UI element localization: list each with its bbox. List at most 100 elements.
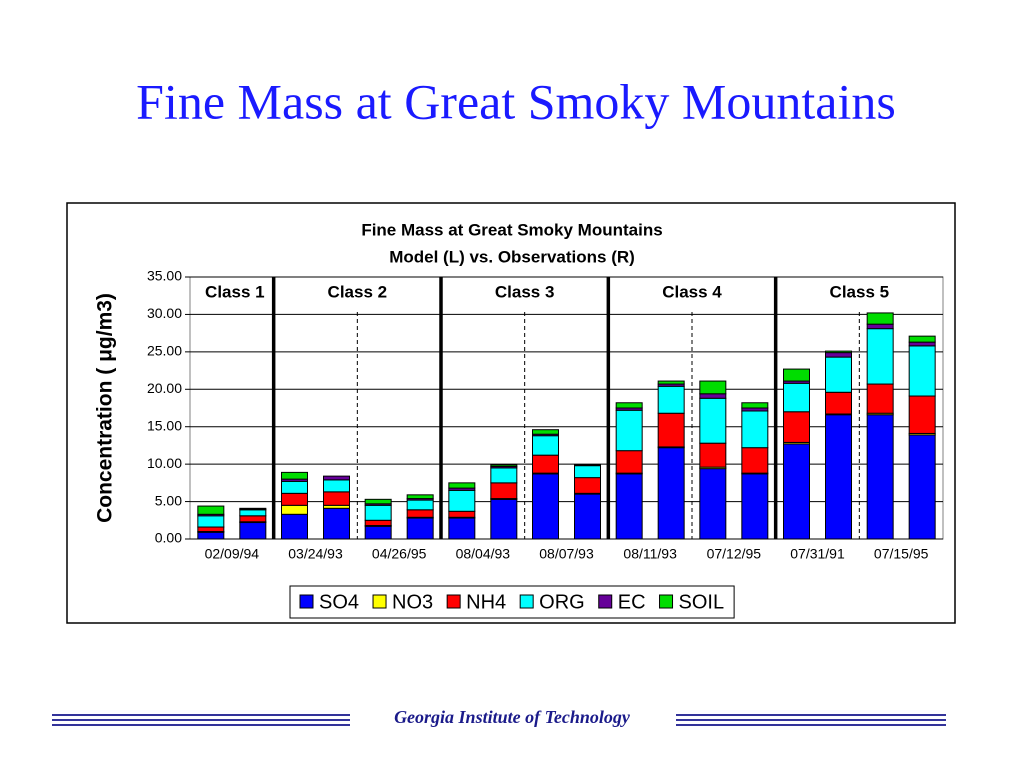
bar-segment	[574, 464, 601, 467]
bar-segment	[657, 380, 685, 385]
y-tick-label: 5.00	[155, 492, 182, 508]
y-tick-label: 30.00	[147, 305, 182, 321]
bar-segment	[406, 517, 434, 540]
slide-title: Fine Mass at Great Smoky Mountains	[136, 73, 896, 129]
plot-area	[189, 276, 944, 540]
bar-segment	[741, 447, 769, 474]
bar-segment	[281, 492, 308, 506]
bar-segment	[783, 382, 810, 413]
bar-segment	[866, 328, 894, 385]
bar-segment	[783, 443, 810, 540]
bar-segment	[239, 522, 267, 540]
y-tick-label: 10.00	[147, 455, 182, 471]
y-tick-label: 25.00	[147, 343, 182, 359]
bar-segment	[866, 312, 894, 325]
footer: Georgia Institute of Technology	[394, 707, 631, 727]
bar-segment	[448, 489, 476, 512]
legend-swatch	[372, 594, 387, 609]
bar-segment	[699, 468, 727, 540]
x-tick-label: 04/26/95	[372, 546, 427, 562]
x-tick-label: 08/04/93	[456, 546, 511, 562]
bar-segment	[574, 493, 601, 540]
bar-segment	[323, 491, 350, 506]
bar-segment	[406, 494, 434, 500]
bar-segment	[825, 352, 852, 358]
y-axis-label: Concentration ( μg/m3)	[94, 293, 117, 523]
class-label: Class 2	[328, 282, 388, 301]
chart-title: Fine Mass at Great Smoky Mountains	[361, 220, 662, 239]
y-tick-label: 0.00	[155, 530, 182, 546]
bar-segment	[281, 471, 308, 480]
y-tick-label: 20.00	[147, 380, 182, 396]
bar-segment	[866, 323, 894, 330]
bar-segment	[866, 383, 894, 414]
bar-segment	[825, 356, 852, 393]
bar-segment	[741, 473, 769, 540]
x-tick-label: 08/07/93	[539, 546, 594, 562]
bar-segment	[197, 505, 225, 515]
chart-subtitle: Model (L) vs. Observations (R)	[389, 247, 635, 266]
bar-segment	[699, 380, 727, 395]
bar-segment	[741, 410, 769, 449]
bar-segment	[448, 517, 476, 540]
bar-segment	[448, 510, 476, 518]
bar-segment	[783, 411, 810, 443]
bar-segment	[490, 482, 518, 500]
x-tick-label: 03/24/93	[288, 546, 343, 562]
bar-segment	[281, 480, 308, 494]
bar-segment	[574, 477, 601, 494]
legend-label: SO4	[319, 591, 359, 613]
bar-segment	[532, 454, 559, 474]
bar-segment	[657, 412, 685, 448]
bar-segment	[699, 393, 727, 399]
bar-segment	[364, 498, 392, 505]
class-label: Class 1	[205, 282, 265, 301]
x-tick-label: 07/15/95	[874, 546, 929, 562]
legend-label: SOIL	[679, 591, 725, 613]
bar-segment	[490, 464, 518, 467]
bar-segment	[615, 409, 643, 452]
bar-segment	[532, 435, 559, 456]
bar-segment	[239, 509, 267, 517]
legend-swatch	[299, 594, 314, 609]
x-tick-label: 07/31/91	[790, 546, 845, 562]
bar-segment	[866, 414, 894, 540]
bar-segment	[406, 499, 434, 511]
y-tick-label: 15.00	[147, 417, 182, 433]
bar-segment	[364, 519, 392, 527]
footer-lines	[52, 714, 946, 726]
bar-segment	[448, 482, 476, 489]
bar-segment	[406, 509, 434, 518]
x-tick-label: 07/12/95	[707, 546, 762, 562]
bar-segment	[783, 368, 810, 382]
class-label: Class 4	[662, 282, 722, 301]
bar-segment	[323, 507, 350, 540]
y-tick-label: 35.00	[147, 268, 182, 284]
bar-segment	[197, 515, 225, 528]
bar-segment	[699, 442, 727, 468]
bar-segment	[908, 335, 936, 343]
bar-segment	[197, 526, 225, 533]
bar-segment	[281, 513, 308, 540]
bar-segment	[908, 341, 936, 347]
bar-segment	[364, 504, 392, 521]
legend-swatch	[519, 594, 534, 609]
bar-segment	[908, 395, 936, 434]
bar-segment	[239, 515, 267, 523]
x-tick-label: 08/11/93	[623, 546, 677, 562]
legend-swatch	[446, 594, 461, 609]
bar-segment	[615, 402, 643, 409]
legend-label: NO3	[392, 591, 433, 613]
bar-segment	[574, 465, 601, 479]
bar-segment	[323, 475, 350, 481]
bar-segment	[615, 450, 643, 474]
bar-segment	[197, 531, 225, 540]
bar-segment	[532, 473, 559, 540]
bar-segment	[825, 350, 852, 354]
bar-segment	[281, 504, 308, 515]
bar-segment	[364, 525, 392, 540]
legend-swatch	[598, 594, 613, 609]
class-label: Class 5	[830, 282, 890, 301]
